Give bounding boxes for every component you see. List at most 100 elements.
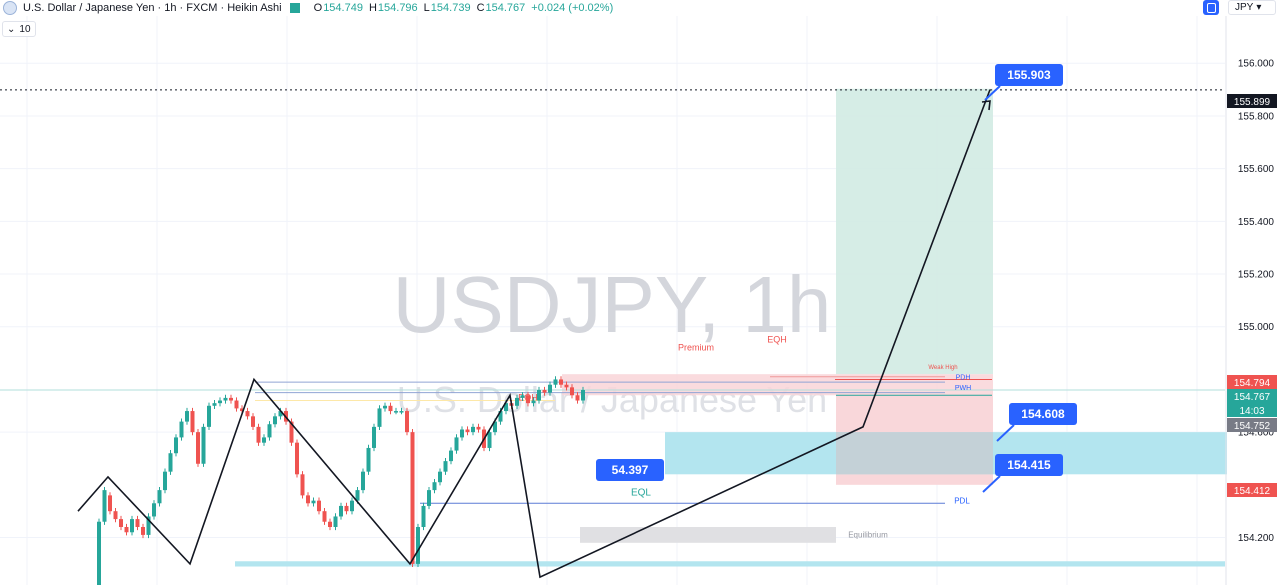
price-scale-tag <box>1227 375 1277 389</box>
chevron-down-icon: ⌄ <box>7 23 16 35</box>
candle-body <box>300 474 305 496</box>
y-tick-label: 154.200 <box>1238 533 1275 544</box>
candle-body <box>322 511 327 522</box>
low-label: L <box>423 2 430 14</box>
price-callout-box <box>995 454 1063 476</box>
y-tick-label: 155.600 <box>1238 164 1275 175</box>
candle-body <box>185 411 189 422</box>
candle-body <box>168 453 173 472</box>
price-callout-label: 154.415 <box>1007 458 1051 472</box>
candle-body <box>108 495 112 512</box>
price-scale-tag <box>1227 418 1277 432</box>
level-label: Equilibrium <box>848 531 888 540</box>
candle-body <box>311 500 316 504</box>
candle-body <box>229 397 233 401</box>
candle-body <box>421 505 426 527</box>
price-scale-tag-label: 154.767 <box>1234 392 1271 403</box>
candle-body <box>190 411 195 433</box>
level-label: Premium <box>678 342 714 352</box>
symbol-title[interactable]: U.S. Dollar / Japanese Yen · 1h · FXCM ·… <box>23 2 282 14</box>
candle-body <box>487 432 492 448</box>
candle-body <box>251 416 255 427</box>
candle-body <box>212 403 217 406</box>
candle-body <box>135 519 140 527</box>
candle-body <box>201 426 206 464</box>
candle-body <box>531 400 536 404</box>
candle-body <box>174 437 178 454</box>
y-tick-label: 155.400 <box>1238 217 1275 228</box>
candle-body <box>278 411 283 417</box>
price-scale-tag <box>1227 483 1277 497</box>
level-label: PDL <box>954 496 970 505</box>
candle-body <box>432 482 437 491</box>
candle-body <box>218 400 222 404</box>
candle-body <box>113 511 118 520</box>
level-label: EQL <box>631 487 651 498</box>
price-scale-tag-label: 14:03 <box>1239 406 1264 417</box>
candle-body <box>223 397 228 401</box>
candle-body <box>207 405 211 427</box>
candle-body <box>559 379 563 385</box>
candle-body <box>405 411 409 433</box>
y-tick-label: 155.000 <box>1238 322 1275 333</box>
candle-body <box>344 505 349 512</box>
candle-body <box>163 471 167 491</box>
candle-body <box>146 516 151 535</box>
market-status-icon <box>289 3 300 13</box>
candle-body <box>548 384 552 393</box>
chevron-down-icon: ▾ <box>1256 2 1262 13</box>
watermark-title: USDJPY, 1h <box>393 260 832 349</box>
candle-body <box>410 432 415 564</box>
y-tick-label: 155.800 <box>1238 111 1275 122</box>
candle-body <box>443 461 448 472</box>
level-label: PDH <box>956 374 971 381</box>
candle-body <box>388 405 393 412</box>
price-callout-box <box>995 64 1063 86</box>
price-callout-box <box>1009 403 1077 425</box>
projection-arrowhead <box>981 100 991 111</box>
candle-body <box>355 490 360 501</box>
candle-body <box>350 500 354 512</box>
overlap-zone <box>836 432 993 475</box>
candle-body <box>504 403 508 412</box>
candle-body <box>377 408 382 427</box>
price-callout-label: 154.608 <box>1021 407 1065 421</box>
candle-body <box>124 527 129 533</box>
candle-body <box>493 421 497 433</box>
candle-body <box>306 495 310 504</box>
level-label: Weak High <box>928 365 957 371</box>
price-scale-tag-label: 155.899 <box>1234 97 1271 108</box>
candle-body <box>476 426 481 430</box>
candle-body <box>471 426 475 433</box>
candle-body <box>179 421 184 438</box>
candle-body <box>339 505 343 517</box>
candle-body <box>575 395 580 401</box>
price-callout-label: 155.903 <box>1007 68 1051 82</box>
y-tick-label: 155.200 <box>1238 270 1275 281</box>
candle-body <box>130 519 134 533</box>
candle-body <box>526 395 530 404</box>
currency-select[interactable]: JPY ▾ <box>1228 0 1276 15</box>
open-label: O <box>313 2 323 14</box>
y-tick-label: 156.000 <box>1238 59 1275 70</box>
open-value: 154.749 <box>323 2 363 14</box>
candle-body <box>196 432 200 464</box>
candle-body <box>152 503 156 517</box>
currency-lock-icon[interactable] <box>1203 0 1219 15</box>
callout-pointer <box>982 475 1001 493</box>
symbol-logo-icon <box>3 1 17 15</box>
candle-body <box>570 387 574 396</box>
price-scale-tag <box>1227 403 1277 417</box>
candle-body <box>141 527 145 535</box>
candle-body <box>328 521 332 527</box>
price-scale-tag-label: 154.412 <box>1234 486 1271 497</box>
level-label: PWH <box>955 385 971 392</box>
candle-body <box>119 519 123 527</box>
candle-body <box>267 424 272 438</box>
price-callout-label: 54.397 <box>612 463 649 477</box>
candle-body <box>372 426 376 448</box>
candle-body <box>289 421 294 443</box>
indicator-toggle[interactable]: ⌄ 10 <box>2 21 36 37</box>
candle-body <box>416 527 420 564</box>
